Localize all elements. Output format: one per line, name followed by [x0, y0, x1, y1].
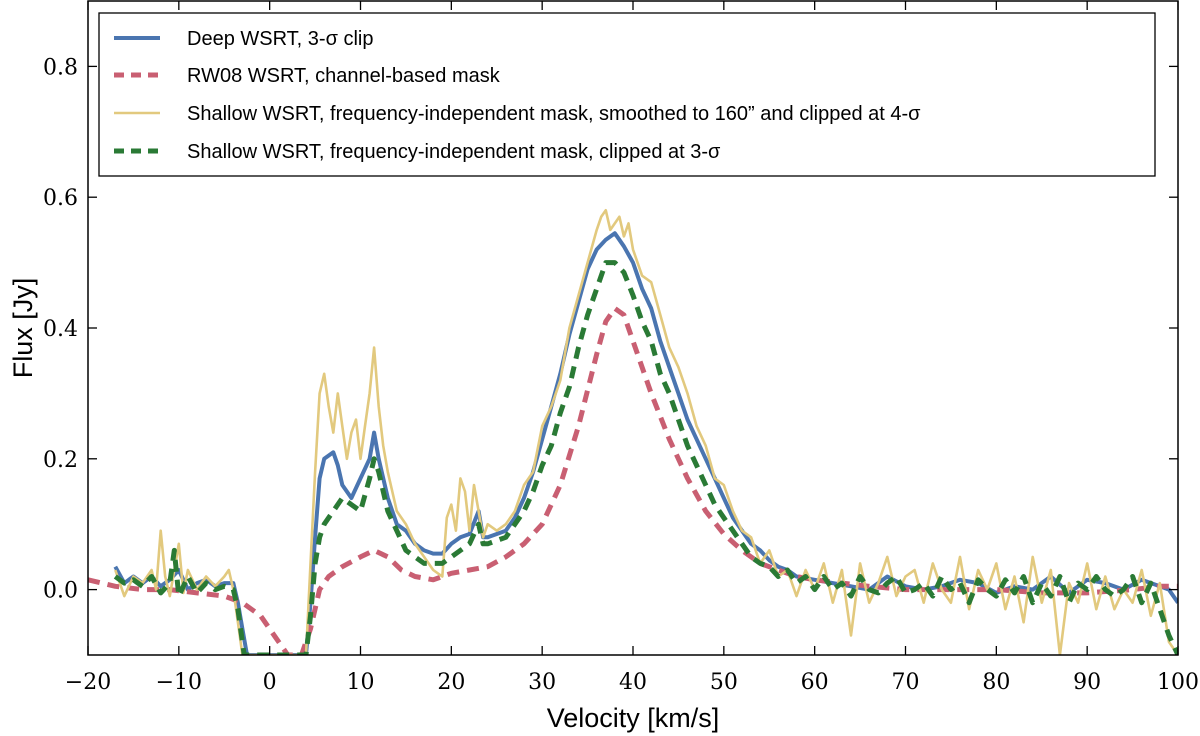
- x-tick-label: 40: [619, 670, 647, 695]
- series-layer: [88, 209, 1178, 655]
- axis-ticks: −20 −10 0 10 20 30 40 50 60 70 80 90 100 0.0 0.2 0.4 0.6…: [43, 1, 1199, 695]
- x-tick-label: 90: [1073, 670, 1101, 695]
- x-tick-label: 10: [347, 670, 375, 695]
- x-tick-label: 0: [263, 670, 277, 695]
- x-tick-label: −20: [65, 670, 111, 695]
- x-tick-label: 60: [801, 670, 829, 695]
- x-tick-label: −10: [156, 670, 202, 695]
- y-tick-label: 0.8: [43, 55, 78, 80]
- series-line-4: [113, 260, 1178, 655]
- y-tick-label: 0.4: [43, 317, 78, 342]
- y-tick-label: 0.6: [43, 186, 78, 211]
- legend: Deep WSRT, 3-σ clip RW08 WSRT, channel-ba…: [98, 12, 1156, 177]
- x-tick-label: 70: [892, 670, 920, 695]
- x-axis-label: Velocity [km/s]: [547, 703, 720, 733]
- x-tick-label: 100: [1157, 670, 1199, 695]
- x-tick-label: 20: [437, 670, 465, 695]
- x-tick-label: 30: [528, 670, 556, 695]
- legend-label-2: RW08 WSRT, channel-based mask: [187, 65, 501, 87]
- series-line-2: [88, 305, 1178, 655]
- x-tick-label: 80: [982, 670, 1010, 695]
- y-tick-label: 0.2: [43, 448, 78, 473]
- x-tick-label: 50: [710, 670, 738, 695]
- legend-label-1: Deep WSRT, 3-σ clip: [187, 28, 373, 50]
- y-tick-label: 0.0: [43, 579, 78, 604]
- legend-label-3: Shallow WSRT, frequency-independent mask…: [187, 103, 921, 125]
- y-axis-label: Flux [Jy]: [8, 278, 38, 379]
- legend-box: [98, 12, 1156, 177]
- legend-label-4: Shallow WSRT, frequency-independent mask…: [187, 141, 721, 163]
- plot-frame: [87, 0, 1179, 656]
